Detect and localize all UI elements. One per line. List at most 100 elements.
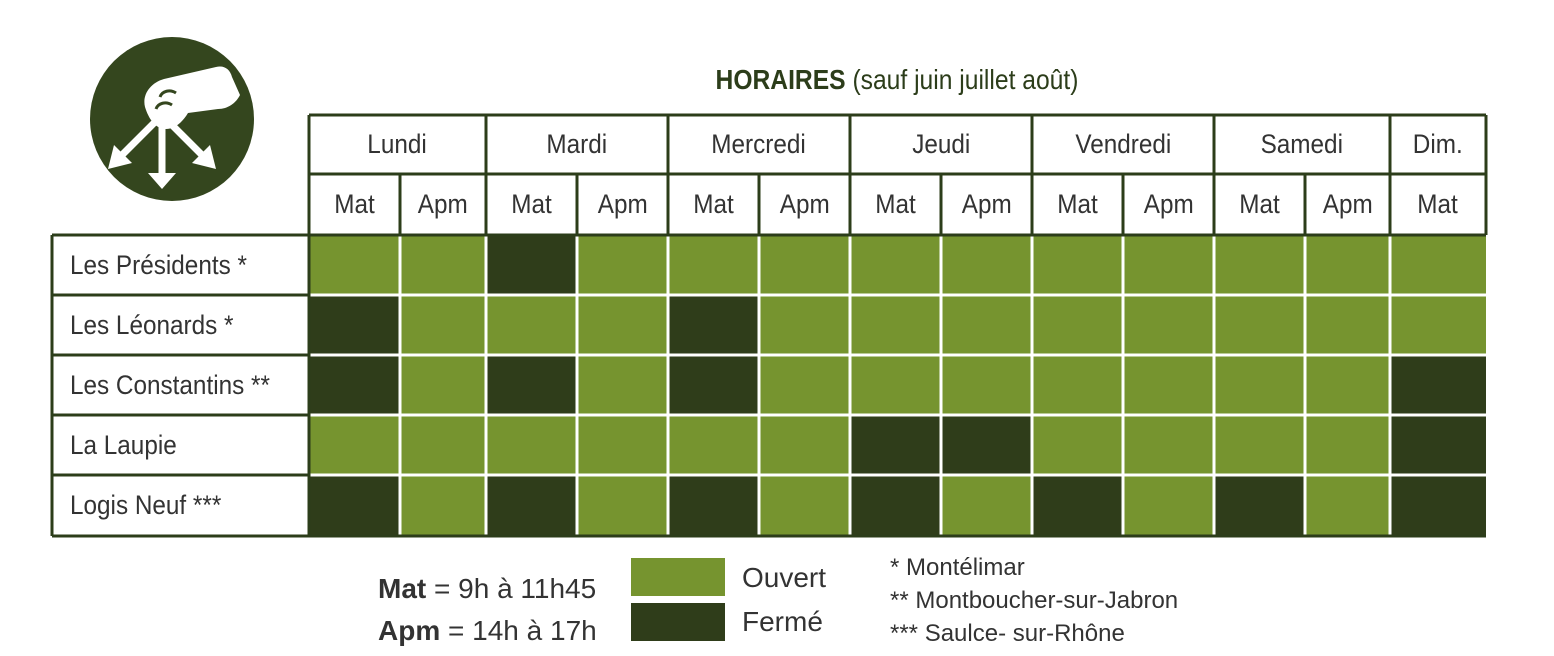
location-name: La Laupie	[70, 429, 177, 460]
status-cell	[400, 295, 486, 355]
status-cell	[850, 295, 941, 355]
status-cell	[1390, 295, 1486, 355]
status-cell	[486, 475, 577, 536]
status-cell	[1390, 355, 1486, 415]
status-cell	[309, 475, 400, 536]
session-header: Mat	[875, 189, 916, 219]
status-cell	[941, 355, 1032, 415]
status-cell	[1214, 295, 1305, 355]
location-name: Les Constantins **	[70, 369, 270, 400]
status-cell	[1123, 235, 1214, 295]
session-header: Mat	[511, 189, 552, 219]
title-subtitle: (sauf juin juillet août)	[852, 64, 1079, 95]
status-cell	[941, 415, 1032, 475]
day-header: Vendredi	[1075, 129, 1171, 159]
day-header: Jeudi	[911, 129, 971, 159]
mat-label: Mat	[378, 573, 427, 604]
status-cell	[400, 475, 486, 536]
status-cell	[1305, 475, 1390, 536]
status-cell	[1214, 475, 1305, 536]
status-cell	[1123, 295, 1214, 355]
status-cell	[1123, 355, 1214, 415]
location-name: Les Présidents *	[70, 249, 247, 280]
status-cell	[486, 295, 577, 355]
status-cell	[309, 415, 400, 475]
note-montboucher: ** Montboucher-sur-Jabron	[890, 587, 1179, 614]
status-cell	[1305, 235, 1390, 295]
session-header: Apm	[961, 189, 1012, 219]
status-cell	[759, 475, 850, 536]
session-header: Apm	[597, 189, 648, 219]
status-cell	[850, 355, 941, 415]
status-cell	[400, 355, 486, 415]
status-cell	[486, 355, 577, 415]
session-header: Mat	[1417, 189, 1459, 219]
status-cell	[309, 355, 400, 415]
session-header: Apm	[1143, 189, 1194, 219]
apm-label: Apm	[378, 615, 441, 646]
status-cell	[577, 355, 668, 415]
note-saulce: *** Saulce- sur-Rhône	[890, 620, 1125, 647]
open-swatch	[631, 558, 725, 596]
session-header: Apm	[418, 189, 468, 219]
day-header: Mercredi	[711, 129, 807, 159]
location-name: Les Léonards *	[70, 309, 234, 340]
status-cell	[1123, 475, 1214, 536]
session-header: Mat	[1057, 189, 1098, 219]
status-cell	[1390, 475, 1486, 536]
status-cell	[941, 295, 1032, 355]
status-cell	[577, 475, 668, 536]
status-cell	[486, 415, 577, 475]
status-cell	[1032, 235, 1123, 295]
open-legend-label: Ouvert	[742, 562, 827, 593]
status-cell	[1390, 415, 1486, 475]
status-cell	[309, 235, 400, 295]
session-header: Mat	[334, 189, 375, 219]
schedule-title: HORAIRES (sauf juin juillet août)	[379, 64, 1416, 96]
session-header: Apm	[1322, 189, 1373, 219]
status-cell	[1032, 295, 1123, 355]
status-cell	[759, 235, 850, 295]
location-name: Logis Neuf ***	[70, 490, 222, 520]
status-cell	[1032, 415, 1123, 475]
status-cell	[486, 235, 577, 295]
hand-recycling-logo	[90, 37, 254, 201]
status-cell	[941, 475, 1032, 536]
status-cell	[577, 295, 668, 355]
location-notes: * Montélimar ** Montboucher-sur-Jabron *…	[890, 551, 1178, 650]
apm-hours: = 14h à 17h	[448, 615, 597, 646]
status-cell	[759, 295, 850, 355]
status-cell	[1214, 415, 1305, 475]
status-cell	[668, 415, 759, 475]
status-cell	[759, 415, 850, 475]
status-cell	[850, 475, 941, 536]
status-cell	[668, 295, 759, 355]
status-cell	[577, 415, 668, 475]
status-cell	[1305, 355, 1390, 415]
status-cell	[309, 295, 400, 355]
mat-hours: = 9h à 11h45	[434, 573, 597, 604]
status-cell	[850, 235, 941, 295]
status-cell	[668, 475, 759, 536]
status-cell	[1214, 235, 1305, 295]
status-cell	[1305, 415, 1390, 475]
status-cell	[1390, 235, 1486, 295]
status-cell	[577, 235, 668, 295]
session-header: Mat	[1239, 189, 1280, 219]
note-montelimar: * Montélimar	[890, 554, 1025, 581]
status-cell	[1032, 355, 1123, 415]
day-header: Lundi	[367, 129, 428, 159]
status-cell	[1305, 295, 1390, 355]
status-cell	[668, 235, 759, 295]
session-header: Apm	[779, 189, 830, 219]
day-header: Mardi	[546, 129, 608, 159]
session-hours-legend: Mat = 9h à 11h45 Apm = 14h à 17h	[378, 568, 597, 652]
day-header: Samedi	[1260, 129, 1344, 159]
status-cell	[941, 235, 1032, 295]
title-bold: HORAIRES	[715, 64, 846, 95]
status-cell	[850, 415, 941, 475]
day-header: Dim.	[1413, 129, 1463, 159]
status-cell	[1123, 415, 1214, 475]
status-cell	[400, 415, 486, 475]
